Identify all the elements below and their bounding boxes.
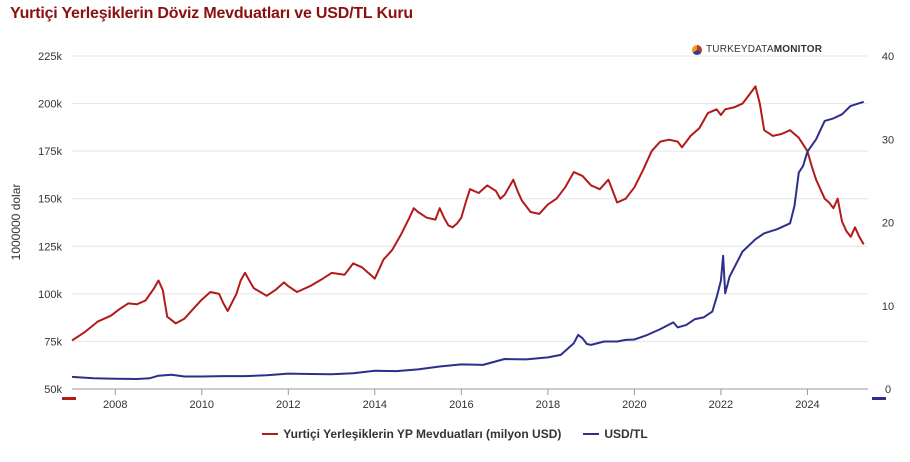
y-tick-label: 75k <box>44 336 62 348</box>
series-lines <box>71 85 865 380</box>
logo-globe-icon <box>692 44 702 55</box>
x-tick-label: 2024 <box>795 399 819 411</box>
x-tick-label: 2014 <box>363 399 387 411</box>
right-axis-color-mark <box>872 397 886 400</box>
y-axis-label: 1000000 dolar <box>9 184 23 261</box>
y-tick-label: 125k <box>38 241 62 253</box>
legend-swatch-deposits <box>262 433 279 435</box>
y-axis-ticks: 50k 75k 100k 125k 150k 175k 200k 225k <box>38 51 62 396</box>
y-tick-label: 150k <box>38 194 62 206</box>
y2-tick-label: 30 <box>882 134 894 146</box>
legend-label-deposits: Yurtiçi Yerleşiklerin YP Mevduatları (mi… <box>283 427 562 441</box>
legend-item-deposits[interactable]: Yurtiçi Yerleşiklerin YP Mevduatları (mi… <box>262 427 561 441</box>
x-tick-label: 2016 <box>449 399 473 411</box>
series-line-usdtl <box>71 100 865 380</box>
x-tick-label: 2010 <box>190 399 214 411</box>
x-tick-label: 2018 <box>536 399 560 411</box>
x-tick-label: 2012 <box>276 399 300 411</box>
y-tick-label: 225k <box>38 51 62 63</box>
brand-logo: TURKEYDATAMONITOR <box>692 44 822 55</box>
y-tick-label: 50k <box>44 384 62 396</box>
left-axis-color-mark <box>62 397 76 400</box>
y2-tick-label: 20 <box>882 218 894 230</box>
y-tick-label: 100k <box>38 289 62 301</box>
logo-text-part2: MONITOR <box>773 44 823 55</box>
x-tick-label: 2022 <box>709 399 733 411</box>
logo-text-part1: TURKEYDATA <box>706 44 774 55</box>
chart-title: Yurtiçi Yerleşiklerin Döviz Mevduatları … <box>10 5 413 22</box>
y2-tick-label: 0 <box>885 384 891 396</box>
y2-axis-ticks: 0 10 20 30 40 <box>882 51 894 396</box>
chart-plot: 50k 75k 100k 125k 150k 175k 200k 225k 0 10 20 30 40… <box>9 51 894 411</box>
x-tick-label: 2020 <box>622 399 646 411</box>
chart-legend: Yurtiçi Yerleşiklerin YP Mevduatları (mi… <box>0 427 910 441</box>
series-line-deposits <box>71 85 865 342</box>
x-tick-label: 2008 <box>103 399 127 411</box>
y-tick-label: 175k <box>38 146 62 158</box>
y2-tick-label: 10 <box>882 301 894 313</box>
grid-lines <box>72 55 868 390</box>
y2-tick-label: 40 <box>882 51 894 63</box>
x-axis-ticks: 2008 2010 2012 2014 2016 2018 2020 2022 2024 <box>62 389 886 411</box>
legend-item-usdtl[interactable]: USD/TL <box>583 427 648 441</box>
y-tick-label: 200k <box>38 99 62 111</box>
legend-swatch-usdtl <box>583 433 600 435</box>
legend-label-usdtl: USD/TL <box>604 427 648 441</box>
